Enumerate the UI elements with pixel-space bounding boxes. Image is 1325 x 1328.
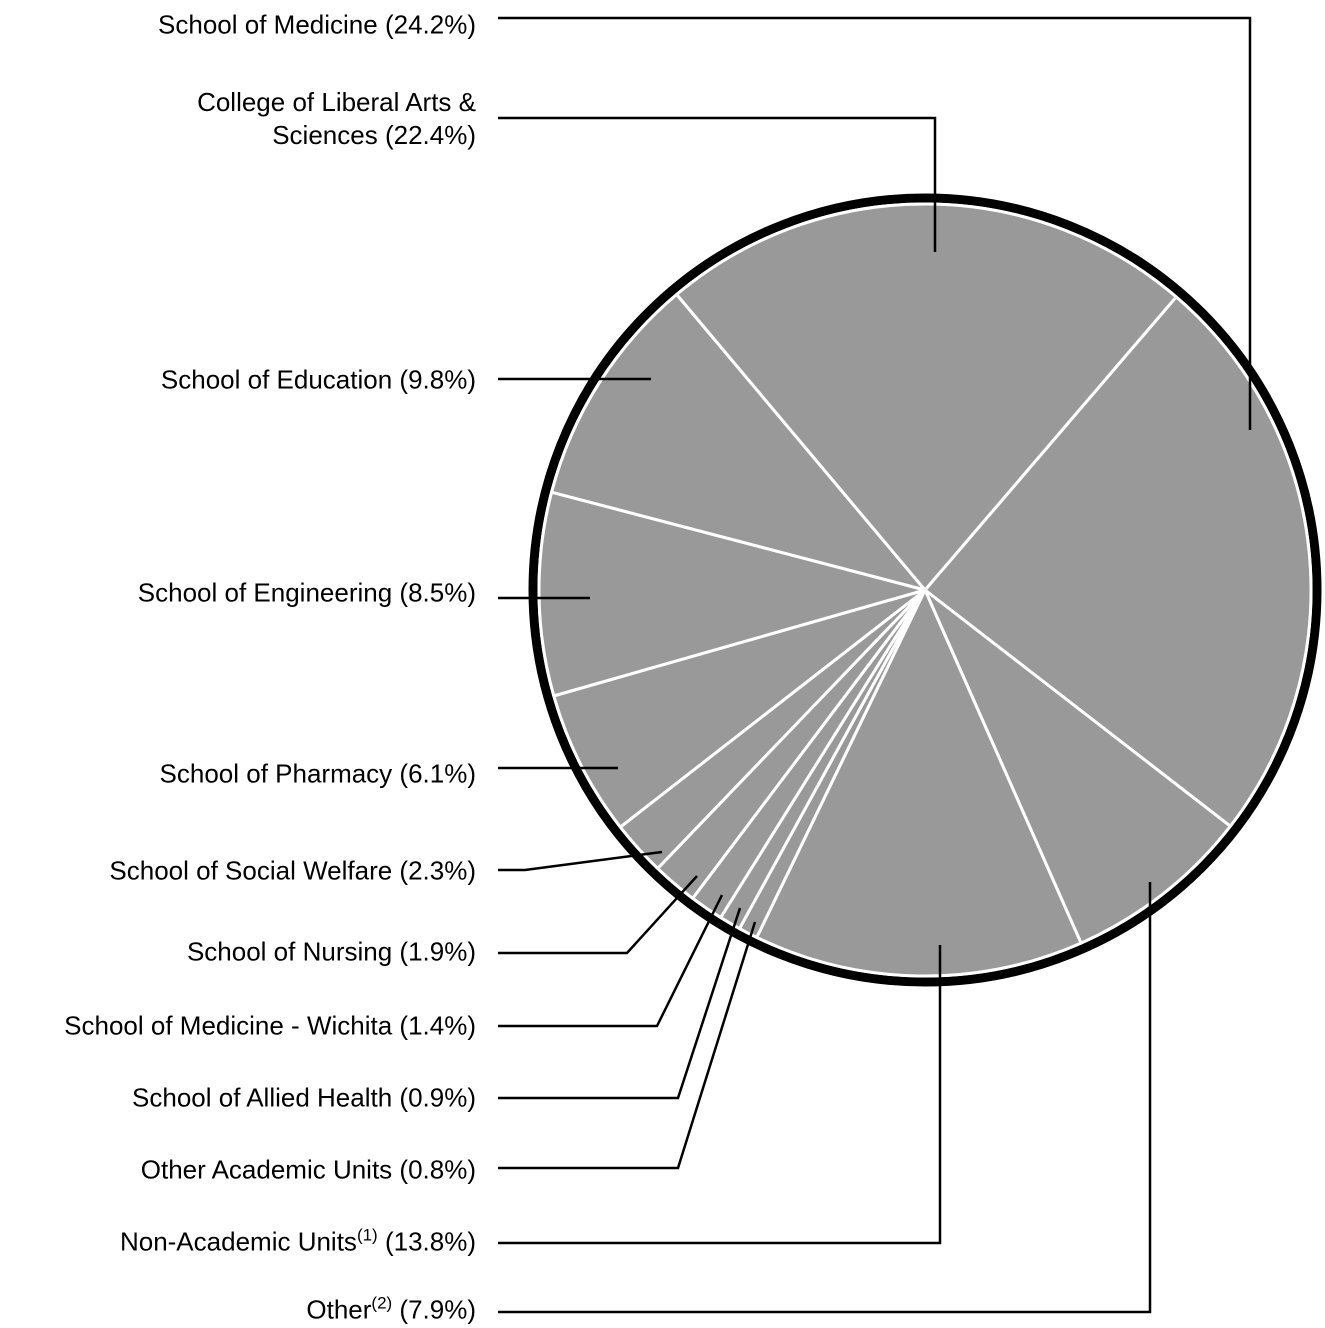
- category-name: School of Social Welfare: [109, 855, 393, 886]
- value-label: (0.9%): [399, 1082, 476, 1113]
- slice-label: School of Social Welfare (2.3%): [109, 855, 476, 888]
- slice-label: School of Nursing (1.9%): [187, 936, 476, 969]
- category-name: Other: [306, 1294, 372, 1325]
- pie-slice: [923, 588, 1232, 945]
- category-name: School of Education: [160, 364, 393, 395]
- value-label: (24.2%): [384, 9, 476, 40]
- value-label: (2.3%): [399, 855, 476, 886]
- pie-slice: [675, 202, 1178, 592]
- category-name: School of Engineering: [137, 577, 393, 608]
- value-label: (22.4%): [384, 120, 476, 150]
- value-label: (13.8%): [384, 1226, 476, 1257]
- slice-label: College of Liberal Arts & Sciences (22.4…: [176, 86, 476, 152]
- value-label: (1.4%): [399, 1010, 476, 1041]
- category-name: Non-Academic Units: [119, 1226, 357, 1257]
- leader-line: [498, 875, 698, 955]
- pie-slice: [923, 295, 1313, 828]
- category-name: School of Medicine: [158, 9, 378, 40]
- value-label: (7.9%): [399, 1294, 476, 1325]
- slice-label: Other(2) (7.9%): [306, 1294, 476, 1327]
- value-label: (9.8%): [399, 364, 476, 395]
- value-label: (6.1%): [399, 758, 476, 789]
- category-name: Other Academic Units: [140, 1154, 393, 1185]
- footnote-mark: (1): [356, 1225, 378, 1245]
- value-label: (1.9%): [399, 936, 476, 967]
- category-name: School of Pharmacy: [159, 758, 393, 789]
- slice-label: School of Pharmacy (6.1%): [160, 758, 476, 791]
- value-label: (8.5%): [399, 577, 476, 608]
- value-label: (0.8%): [399, 1154, 476, 1185]
- leader-line: [498, 945, 942, 1245]
- slice-label: School of Education (9.8%): [161, 364, 476, 397]
- pie-slice: [550, 292, 927, 592]
- leader-line: [498, 907, 742, 1100]
- leader-line: [498, 882, 1152, 1314]
- leader-line: [498, 850, 663, 872]
- leader-line: [498, 116, 937, 252]
- slice-label: Non-Academic Units(1) (13.8%): [120, 1226, 476, 1259]
- slice-label: School of Medicine - Wichita (1.4%): [64, 1010, 476, 1043]
- pie-slice: [755, 588, 1083, 978]
- leader-line: [498, 894, 724, 1028]
- slice-label: School of Engineering (8.5%): [138, 577, 476, 610]
- category-name: School of Medicine - Wichita: [64, 1010, 393, 1041]
- pie-slice: [552, 588, 927, 829]
- category-name: College of Liberal Arts & Sciences: [197, 87, 476, 150]
- slice-label: Other Academic Units (0.8%): [141, 1154, 476, 1187]
- slice-label: School of Medicine (24.2%): [158, 9, 476, 42]
- pie-slice: [537, 490, 927, 698]
- footnote-mark: (2): [371, 1293, 393, 1313]
- leader-line: [498, 16, 1252, 430]
- slice-label: School of Allied Health (0.9%): [132, 1082, 476, 1115]
- category-name: School of Allied Health: [132, 1082, 393, 1113]
- category-name: School of Nursing: [186, 936, 393, 967]
- leader-line: [498, 921, 757, 1170]
